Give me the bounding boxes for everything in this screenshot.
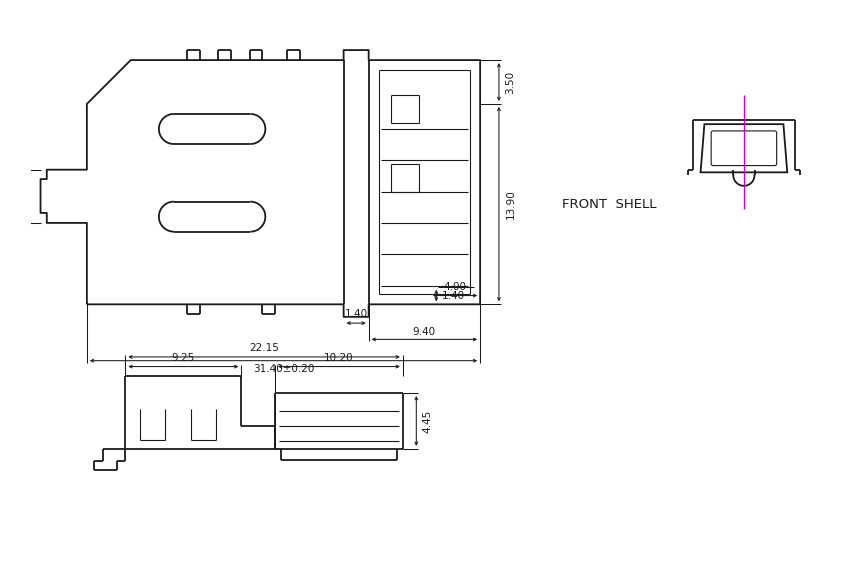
Text: 4.00: 4.00	[444, 282, 467, 292]
Text: 22.15: 22.15	[249, 343, 279, 354]
Text: 9.40: 9.40	[412, 327, 436, 337]
Text: 4.45: 4.45	[423, 409, 433, 433]
Text: 10.20: 10.20	[324, 353, 354, 363]
Text: 31.40±0.20: 31.40±0.20	[252, 364, 314, 374]
Text: FRONT  SHELL: FRONT SHELL	[562, 198, 656, 211]
Text: 1.40: 1.40	[345, 309, 368, 319]
Text: 13.90: 13.90	[506, 189, 516, 219]
Text: 3.50: 3.50	[506, 70, 516, 93]
Text: 1.40: 1.40	[442, 291, 465, 301]
Text: 9.25: 9.25	[172, 353, 195, 363]
